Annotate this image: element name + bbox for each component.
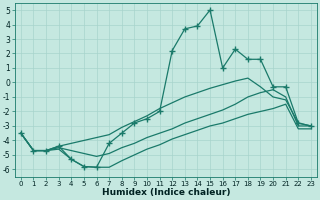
X-axis label: Humidex (Indice chaleur): Humidex (Indice chaleur) (102, 188, 230, 197)
